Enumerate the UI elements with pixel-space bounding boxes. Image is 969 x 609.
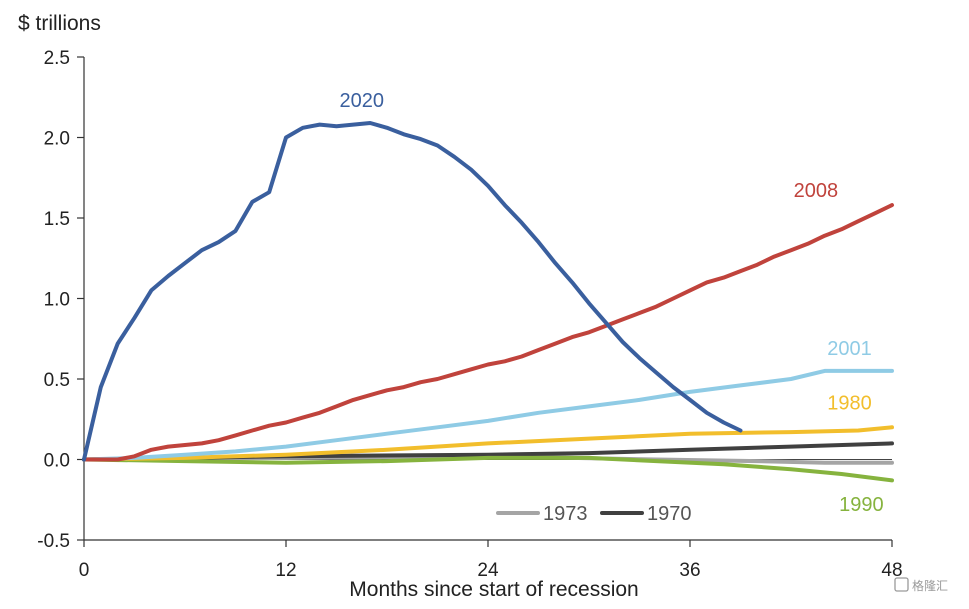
- y-tick-label: 0.5: [44, 370, 70, 391]
- series-label-2020: 2020: [340, 90, 385, 112]
- legend-label-1970: 1970: [647, 503, 692, 525]
- y-tick-label: -0.5: [37, 531, 70, 552]
- y-tick-label: 1.5: [44, 209, 70, 230]
- x-tick-label: 48: [881, 560, 902, 581]
- legend-label-1973: 1973: [543, 503, 588, 525]
- series-labels: 2020 2008 2001 1980 1990: [340, 90, 884, 516]
- series-label-2008: 2008: [794, 180, 839, 202]
- series-line-2008: [82, 203, 894, 462]
- series-line-2001: [82, 368, 894, 462]
- watermark-text: 格隆汇: [912, 578, 948, 593]
- y-tick-label: 1.0: [44, 290, 70, 311]
- x-tick-label: 12: [275, 560, 296, 581]
- series-line-1990: [82, 455, 894, 483]
- x-tick-label: 0: [79, 560, 90, 581]
- x-tick-labels: 0 12 24 36 48: [79, 540, 903, 581]
- series-label-1990: 1990: [839, 494, 884, 516]
- series-label-1980: 1980: [827, 393, 872, 415]
- series-lines: [82, 121, 894, 483]
- series-label-2001: 2001: [827, 338, 872, 360]
- y-tick-label: 2.0: [44, 129, 70, 150]
- y-tick-label: 0.0: [44, 451, 70, 472]
- watermark-logo-icon: [894, 577, 909, 592]
- x-tick-label: 24: [477, 560, 499, 581]
- series-line-2020: [82, 121, 743, 462]
- y-axis-label: $ trillions: [18, 12, 101, 35]
- series-line-1980: [82, 425, 894, 462]
- x-axis-label: Months since start of recession: [349, 578, 638, 601]
- watermark: 格隆汇: [894, 577, 948, 593]
- legend: 1973 1970: [496, 503, 692, 525]
- y-tick-labels: -0.5 0.0 0.5 1.0 1.5 2.0 2.5: [37, 48, 84, 552]
- y-tick-label: 2.5: [44, 48, 70, 69]
- x-tick-label: 36: [679, 560, 700, 581]
